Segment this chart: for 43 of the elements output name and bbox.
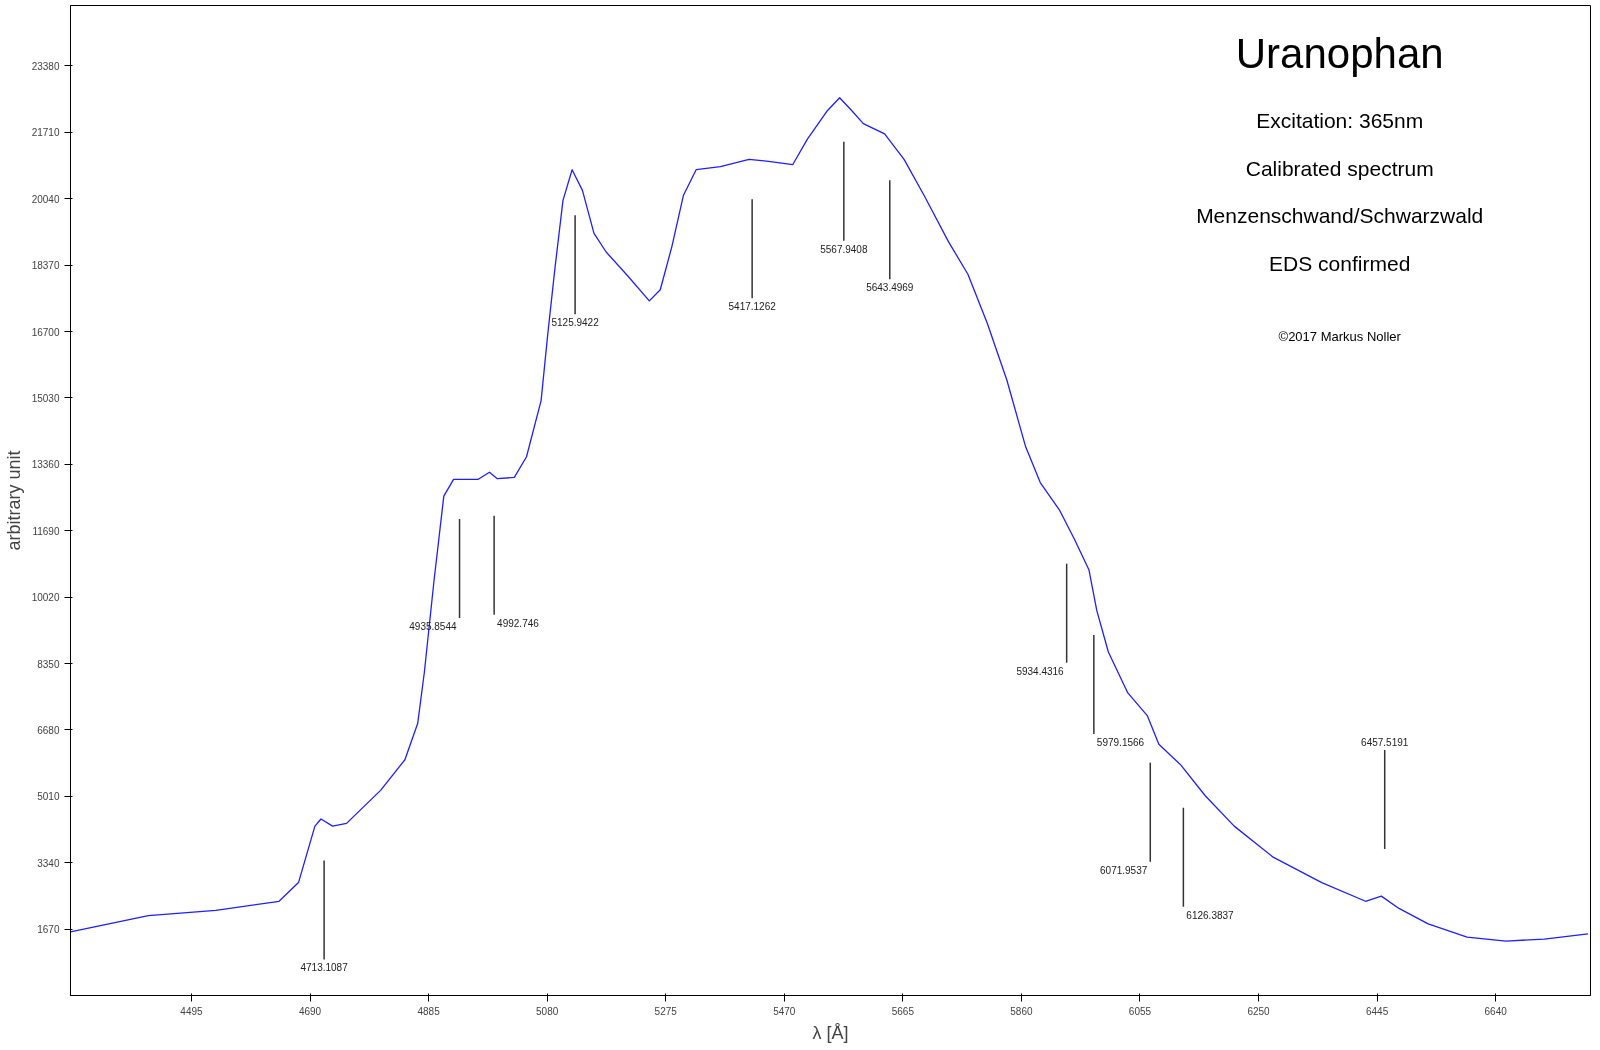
- y-tick-label: 23380: [31, 60, 60, 72]
- x-tick-label: 6250: [1247, 1005, 1271, 1017]
- annotation: ©2017 Markus Noller: [1278, 329, 1402, 345]
- y-tick-label: 20040: [31, 193, 60, 205]
- y-tick-label: 13360: [31, 459, 60, 471]
- x-tick-label: 6055: [1128, 1005, 1152, 1017]
- y-tick-label: 6680: [37, 724, 60, 736]
- x-tick-label: 5275: [654, 1005, 678, 1017]
- ref-line-label: 5643.4969: [866, 282, 914, 294]
- y-tick-label: 15030: [31, 392, 60, 404]
- ref-line-label: 5567.9408: [820, 243, 868, 255]
- x-tick-label: 5080: [536, 1005, 559, 1017]
- y-tick-label: 18370: [31, 260, 60, 272]
- x-tick-label: 4495: [180, 1005, 204, 1017]
- y-tick-label: 21710: [31, 127, 60, 139]
- text: Excitation: 365nm Calibrated spectrum Menzenschwand/Schwarzwald EDS confirmed: [1196, 109, 1484, 276]
- y-tick-label: 5010: [37, 791, 60, 803]
- ref-line-label: 5979.1566: [1096, 736, 1145, 748]
- y-tick-label: 16700: [31, 326, 60, 338]
- x-tick-label: 5860: [1010, 1005, 1033, 1017]
- y-axis-title: arbitrary unit: [3, 450, 24, 551]
- ref-line-label: 5417.1262: [728, 301, 777, 313]
- y-tick-label: 3340: [37, 857, 60, 869]
- y-tick-label: 11690: [32, 525, 60, 537]
- ref-line-label: 6126.3837: [1186, 909, 1235, 921]
- y-tick-label: 10020: [31, 592, 60, 604]
- x-tick-label: 5470: [773, 1005, 796, 1017]
- line-series: [70, 97, 1589, 942]
- x-tick-label: 6640: [1484, 1005, 1508, 1017]
- ref-line-label: 4713.1087: [300, 962, 349, 974]
- x-axis-title: λ [Å]: [812, 1022, 849, 1043]
- x-tick-label: 4885: [417, 1005, 441, 1017]
- y-tick-label: 1670: [37, 924, 60, 936]
- x-tick-label: 5665: [891, 1005, 915, 1017]
- ref-line-label: 5125.9422: [551, 317, 600, 329]
- ref-line-label: 4992.746: [497, 617, 540, 629]
- ref-line-label: 5934.4316: [1016, 665, 1065, 677]
- text: Uranophan: [1235, 30, 1444, 78]
- x-tick-label: 6445: [1365, 1005, 1389, 1017]
- ref-line-label: 6071.9537: [1100, 864, 1148, 876]
- x-tick-label: 4690: [298, 1005, 322, 1017]
- y-tick-label: 8350: [37, 658, 60, 670]
- ref-line-label: 6457.5191: [1361, 736, 1409, 748]
